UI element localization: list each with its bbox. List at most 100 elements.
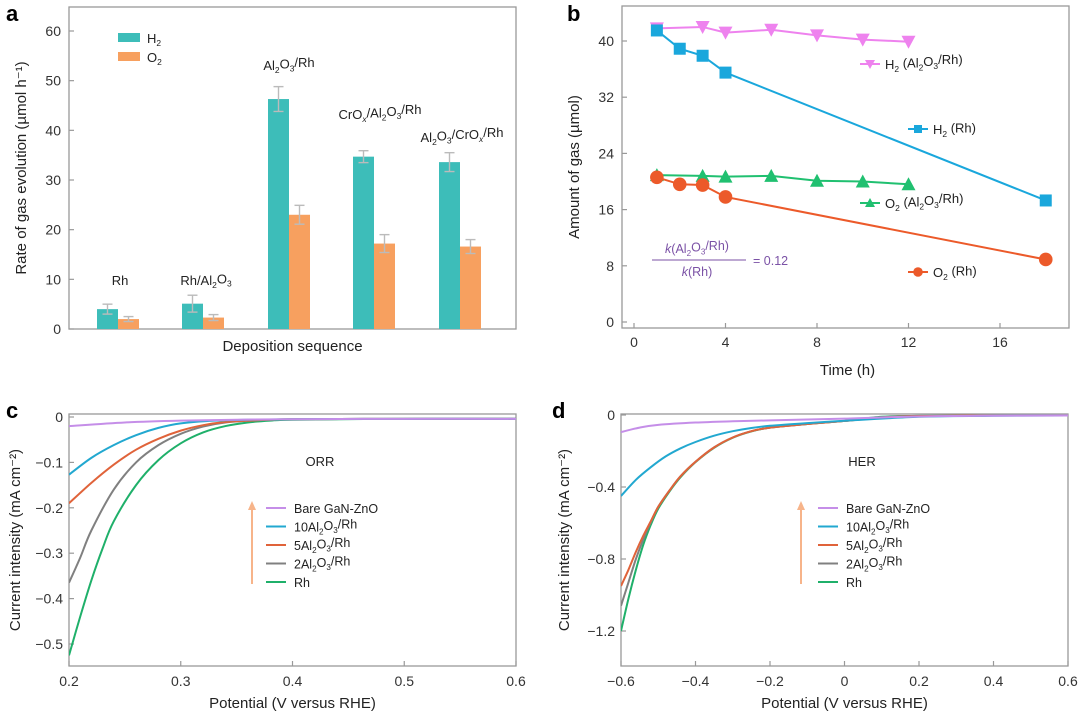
category-label: Rh/Al2​O3​ bbox=[180, 271, 232, 290]
curves bbox=[621, 414, 1068, 632]
legend-label: 5Al2​O3​/Rh bbox=[294, 536, 350, 555]
data-point bbox=[810, 173, 824, 187]
series-line bbox=[656, 25, 909, 43]
series-curve bbox=[69, 417, 516, 428]
data-point bbox=[764, 23, 779, 37]
data-point bbox=[718, 26, 733, 40]
data-point bbox=[673, 42, 686, 55]
x-tick-label: 4 bbox=[722, 334, 730, 350]
data-point bbox=[719, 66, 732, 79]
x-tick-label: 0.3 bbox=[171, 673, 191, 689]
series-curve bbox=[69, 417, 516, 476]
y-tick-label: −0.4 bbox=[587, 479, 615, 495]
y-tick-label: −0.3 bbox=[35, 545, 63, 561]
y-axis-label: Current intensity (mA cm⁻²) bbox=[556, 449, 573, 631]
x-tick-label: 0.6 bbox=[506, 673, 526, 689]
data-point bbox=[695, 178, 710, 192]
panel-d-her-chart: −0.6 −0.4 −0.2 0 0.2 0.4 0.6 0 −0.4 −0.8 −1.2 Curre… bbox=[556, 407, 1078, 712]
annotation-denominator: k(Rh) bbox=[682, 265, 713, 279]
bar-h2 bbox=[439, 162, 460, 329]
data-point bbox=[695, 20, 710, 34]
bar-h2 bbox=[182, 303, 203, 329]
legend-label: 10Al2​O3​/Rh bbox=[846, 517, 909, 536]
series-curve bbox=[69, 417, 516, 584]
data-point bbox=[718, 190, 733, 204]
legend-swatch bbox=[118, 33, 140, 42]
data-point bbox=[855, 33, 870, 47]
y-tick-label: 24 bbox=[598, 145, 614, 161]
data-point bbox=[1038, 252, 1053, 267]
panel-label-d: d bbox=[552, 398, 565, 423]
bar-h2 bbox=[97, 309, 118, 329]
x-tick-label: 0.6 bbox=[1058, 673, 1078, 689]
legend-label: 5Al2​O3​/Rh bbox=[846, 536, 902, 555]
series-curve bbox=[621, 414, 1068, 434]
panel-label-b: b bbox=[567, 1, 580, 26]
legend-label: Bare GaN-ZnO bbox=[846, 502, 930, 516]
y-tick-label: −0.5 bbox=[35, 636, 63, 652]
legend-label: H2​ bbox=[147, 31, 161, 48]
x-tick-label: 16 bbox=[992, 334, 1008, 350]
series-line bbox=[656, 174, 909, 186]
y-axis-label: Current intensity (mA cm⁻²) bbox=[7, 449, 24, 631]
legend-swatch bbox=[118, 52, 140, 61]
curves bbox=[69, 417, 516, 656]
y-tick-label: 0 bbox=[53, 321, 61, 337]
y-tick-label: 8 bbox=[606, 258, 614, 274]
panel-label-c: c bbox=[6, 398, 18, 423]
y-tick-label: 60 bbox=[45, 23, 61, 39]
x-tick-label: 0.5 bbox=[395, 673, 415, 689]
legend-label: Rh bbox=[294, 576, 310, 590]
bar-h2 bbox=[353, 156, 374, 329]
x-tick-label: −0.4 bbox=[682, 673, 710, 689]
series-curve bbox=[621, 414, 1068, 587]
data-point bbox=[696, 49, 709, 62]
legend-label: 2Al2​O3​/Rh bbox=[294, 554, 350, 573]
panel-a-bar-chart: 0 10 20 30 40 50 60 Rate of gas evolution (µmol… bbox=[13, 6, 517, 355]
data-point bbox=[901, 35, 916, 49]
y-tick-label: 10 bbox=[45, 271, 61, 287]
data-point bbox=[718, 169, 733, 183]
data-point bbox=[855, 174, 870, 188]
data-point bbox=[901, 177, 916, 191]
y-tick-label: −0.4 bbox=[35, 591, 63, 607]
y-tick-label: 16 bbox=[598, 202, 614, 218]
data-point bbox=[650, 170, 664, 185]
annotation-value: = 0.12 bbox=[753, 254, 788, 268]
x-tick-label: 0.2 bbox=[909, 673, 929, 689]
series-label: H2​ (Al2​O3​/Rh) bbox=[885, 52, 963, 74]
panel-b-frame bbox=[621, 5, 1070, 329]
x-tick-label: −0.6 bbox=[607, 673, 635, 689]
panel-d-frame bbox=[620, 413, 1069, 667]
y-tick-label: −0.8 bbox=[587, 551, 615, 567]
data-point bbox=[695, 168, 710, 182]
data-point bbox=[810, 29, 824, 43]
panel-label-a: a bbox=[6, 1, 19, 26]
x-tick-label: 0.4 bbox=[984, 673, 1004, 689]
y-tick-label: 40 bbox=[45, 122, 61, 138]
x-tick-label: 0 bbox=[630, 334, 638, 350]
panel-c-orr-chart: 0.2 0.3 0.4 0.5 0.6 0 −0.1 −0.2 −0.3 −0.4 −0.5 Curr… bbox=[7, 409, 526, 712]
series-label: H2​ (Rh) bbox=[933, 120, 976, 139]
series-curve bbox=[621, 414, 1068, 497]
y-tick-label: 0 bbox=[606, 314, 614, 330]
category-label: Al2​O3​/CrOx​/Rh bbox=[421, 125, 504, 147]
x-tick-label: 12 bbox=[901, 334, 917, 350]
category-label: CrOx​/Al2​O3​/Rh bbox=[339, 102, 422, 124]
reaction-label: ORR bbox=[306, 454, 335, 469]
y-axis-label: Amount of gas (µmol) bbox=[566, 95, 583, 239]
y-axis-label: Rate of gas evolution (µmol h⁻¹) bbox=[13, 61, 30, 274]
x-axis-label: Potential (V versus RHE) bbox=[209, 695, 376, 712]
legend-label: 2Al2​O3​/Rh bbox=[846, 554, 902, 573]
y-tick-label: 20 bbox=[45, 222, 61, 238]
y-tick-label: −0.2 bbox=[35, 500, 63, 516]
trend-arrow-head bbox=[797, 501, 805, 510]
panel-c-frame bbox=[68, 413, 517, 667]
x-tick-label: 0 bbox=[841, 673, 849, 689]
bar-h2 bbox=[268, 99, 289, 329]
bar-o2 bbox=[289, 214, 310, 329]
y-tick-label: −1.2 bbox=[587, 623, 615, 639]
data-point bbox=[764, 168, 779, 182]
series-label: O2​ (Rh) bbox=[933, 263, 977, 282]
data-point bbox=[672, 177, 687, 192]
